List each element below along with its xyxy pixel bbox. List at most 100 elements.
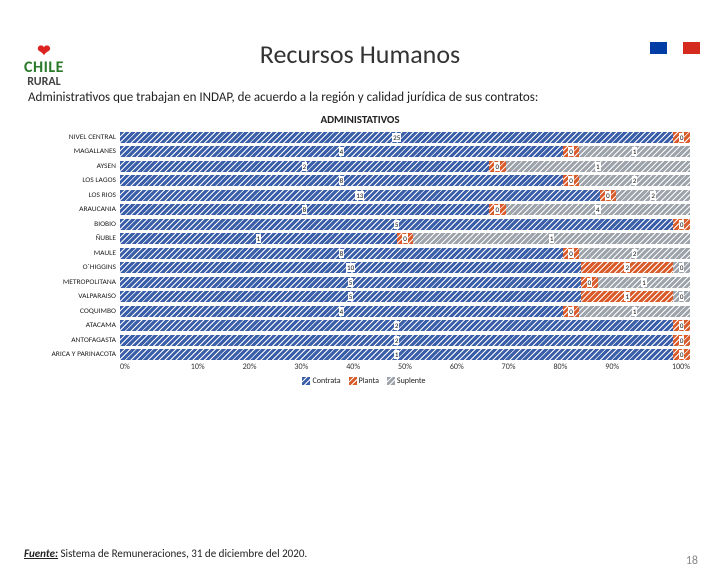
bar-value-label: 4 — [339, 147, 345, 156]
chart-row: LOS RIOS1302 — [30, 188, 690, 203]
bar-value-label: 4 — [339, 307, 345, 316]
category-label: METROPOLITANA — [30, 278, 120, 287]
bar-value-label: 0 — [568, 307, 574, 316]
bar-segment: 2 — [616, 190, 690, 201]
flag-red — [683, 42, 700, 54]
legend-swatch — [302, 377, 310, 385]
logo-line1: CHILE — [14, 60, 74, 76]
bar-segment: 2 — [120, 335, 673, 346]
bar-value-label: 0 — [679, 350, 685, 359]
bar-group: 1302 — [120, 190, 690, 201]
subtitle: Administrativos que trabajan en INDAP, d… — [28, 90, 692, 107]
bar-segment: 0 — [673, 219, 690, 230]
bar-segment: 5 — [120, 291, 581, 302]
bar-value-label: 0 — [679, 263, 685, 272]
bar-value-label: 1 — [595, 162, 601, 171]
bar-group: 101 — [120, 233, 690, 244]
bar-group: 10 — [120, 349, 690, 360]
bar-value-label: 0 — [679, 292, 685, 301]
bar-segment: 2 — [581, 262, 673, 273]
x-tick: 80% — [535, 362, 587, 372]
bar-segment: 1 — [506, 161, 690, 172]
chart-row: ANTOFAGASTA20 — [30, 333, 690, 348]
page-number: 18 — [686, 554, 698, 568]
bar-segment: 0 — [563, 146, 580, 157]
legend-label: Suplente — [397, 376, 426, 386]
bar-group: 1020 — [120, 262, 690, 273]
bar-value-label: 1 — [624, 292, 630, 301]
x-tick: 0% — [120, 362, 172, 372]
category-label: MAULE — [30, 249, 120, 258]
bar-segment: 5 — [120, 277, 581, 288]
bar-segment: 13 — [120, 190, 600, 201]
bar-value-label: 1 — [632, 147, 638, 156]
bar-value-label: 2 — [624, 263, 630, 272]
chart-row: VALPARAISO510 — [30, 289, 690, 304]
bar-segment: 0 — [563, 175, 580, 186]
bar-group: 5 1 0 — [120, 291, 690, 302]
bar-value-label: 2 — [632, 176, 638, 185]
bar-value-label: 0 — [494, 205, 500, 214]
x-tick: 100% — [638, 362, 690, 372]
chart-row: MAGALLANES 4 0 1 — [30, 144, 690, 159]
bar-group: 50 — [120, 219, 690, 230]
x-tick: 90% — [586, 362, 638, 372]
bar-value-label: 8 — [339, 249, 345, 258]
bar-group: 4 0 1 — [120, 306, 690, 317]
stacked-bar-chart: NIVEL CENTRAL250MAGALLANES401AYSEN201LOS… — [30, 130, 690, 386]
category-label: COQUIMBO — [30, 307, 120, 316]
bar-value-label: 5 — [348, 292, 354, 301]
chart-row: METROPOLITANA50 1 — [30, 275, 690, 290]
category-label: LOS RIOS — [30, 191, 120, 200]
chart-row: ARAUCANIA804 — [30, 202, 690, 217]
bar-value-label: 0 — [679, 321, 685, 330]
logo-line2: RURAL — [14, 76, 74, 88]
bar-value-label: 1 — [632, 307, 638, 316]
legend-swatch — [387, 377, 395, 385]
bar-value-label: 0 — [568, 249, 574, 258]
bar-value-label: 8 — [339, 176, 345, 185]
bar-value-label: 0 — [587, 278, 593, 287]
flag-blue — [650, 42, 667, 54]
chart-row: ARICA Y PARINACOTA10 — [30, 347, 690, 362]
bar-segment: 0 — [489, 161, 506, 172]
chart-row: BIOBIO50 — [30, 217, 690, 232]
bar-segment: 2 — [120, 320, 673, 331]
bar-segment: 8 — [120, 248, 563, 259]
bar-segment: 25 — [120, 132, 673, 143]
bar-value-label: 0 — [568, 147, 574, 156]
bar-value-label: 0 — [679, 220, 685, 229]
x-tick: 50% — [379, 362, 431, 372]
category-label: O´HIGGINS — [30, 263, 120, 272]
bar-value-label: 2 — [394, 321, 400, 330]
bar-value-label: 1 — [256, 234, 262, 243]
bar-group: 8 0 2 — [120, 175, 690, 186]
bar-group: 20 — [120, 335, 690, 346]
chart-row: MAULE 8 0 2 — [30, 246, 690, 261]
bar-value-label: 2 — [632, 249, 638, 258]
bar-value-label: 1 — [641, 278, 647, 287]
bar-value-label: 0 — [494, 162, 500, 171]
bar-segment: 0 — [673, 320, 690, 331]
flag-white — [667, 42, 684, 54]
category-label: NIVEL CENTRAL — [30, 133, 120, 142]
chart-row: COQUIMBO 4 0 1 — [30, 304, 690, 319]
bar-value-label: 0 — [568, 176, 574, 185]
bar-segment: 0 — [563, 306, 580, 317]
bar-segment: 1 — [120, 349, 673, 360]
category-label: MAGALLANES — [30, 147, 120, 156]
bar-value-label: 25 — [392, 133, 401, 142]
bar-segment: 4 — [506, 204, 690, 215]
chart-row: ÑUBLE101 — [30, 231, 690, 246]
bar-value-label: 4 — [595, 205, 601, 214]
bar-group: 804 — [120, 204, 690, 215]
bar-segment: 8 — [120, 175, 563, 186]
bar-segment: 0 — [600, 190, 617, 201]
chart-title: ADMINISTATIVOS — [0, 113, 720, 126]
bar-segment: 5 — [120, 219, 673, 230]
bar-value-label: 1 — [394, 350, 400, 359]
bar-segment: 1 — [413, 233, 690, 244]
chart-row: LOS LAGOS802 — [30, 173, 690, 188]
bar-value-label: 5 — [394, 220, 400, 229]
legend-swatch — [349, 377, 357, 385]
